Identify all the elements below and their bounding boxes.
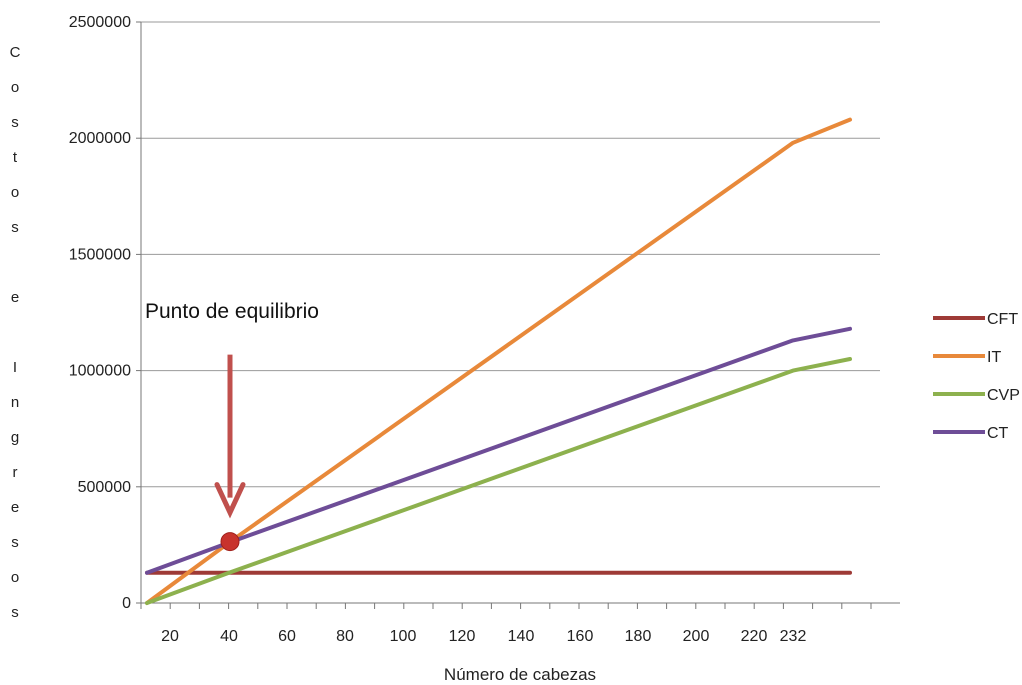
y-axis-label-char: t [13,149,18,166]
y-tick-label: 0 [122,595,131,612]
x-tick-label: 40 [220,628,238,645]
break-even-marker [220,532,240,552]
annotation-label: Punto de equilibrio [145,300,319,323]
x-axis-label: Número de cabezas [444,665,596,684]
x-tick-label: 20 [161,628,179,645]
y-axis-label-char: g [11,429,19,446]
legend-label-cvp: CVP [987,387,1020,404]
x-tick-labels: 20 40 60 80 100 120 140 160 180 200 220 232 [161,628,806,645]
y-axis-label-char: o [11,569,19,586]
x-tick-label: 100 [390,628,417,645]
x-tick-label: 140 [508,628,535,645]
y-axis-label-char: o [11,79,19,96]
y-axis-label-char: e [11,289,19,306]
series-line-it [145,117,852,605]
y-axis-label: Co s t o s e In g r e s o s [10,44,21,621]
y-tick-label: 500000 [78,479,131,496]
y-axis-label-char: n [11,394,19,411]
y-tick-label: 1500000 [69,246,131,263]
x-tick-label: 180 [625,628,652,645]
y-axis-label-char: s [11,114,19,131]
x-tick-label: 232 [780,628,807,645]
legend-label-cft: CFT [987,311,1018,328]
series-lines [145,117,852,605]
y-axis-label-char: o [11,184,19,201]
legend: CFT IT CVP CT [933,311,1020,442]
legend-label-it: IT [987,349,1001,366]
y-axis-label-char: s [11,604,19,621]
y-axis-label-char: r [13,464,18,481]
series-line-ct [145,326,852,575]
y-tick-label: 1000000 [69,363,131,380]
x-tick-label: 220 [741,628,768,645]
x-tick-label: 80 [336,628,354,645]
x-tick-label: 160 [567,628,594,645]
y-axis-label-char: e [11,499,19,516]
grid-lines [136,21,880,604]
y-axis-label-char: s [11,534,19,551]
x-tick-label: 120 [449,628,476,645]
y-tick-labels: 0 500000 1000000 1500000 2000000 2500000 [69,14,131,612]
annotation-arrow-head [214,482,246,519]
y-axis-label-char: s [11,219,19,236]
series-line-cvp [145,357,852,605]
y-tick-label: 2500000 [69,14,131,31]
y-tick-label: 2000000 [69,130,131,147]
y-axis-label-char: C [10,44,21,61]
x-tick-label: 200 [683,628,710,645]
legend-label-ct: CT [987,425,1009,442]
x-tick-label: 60 [278,628,296,645]
y-axis-label-char: I [13,359,17,376]
axes [140,22,900,609]
annotation: Punto de equilibrio [145,300,319,552]
